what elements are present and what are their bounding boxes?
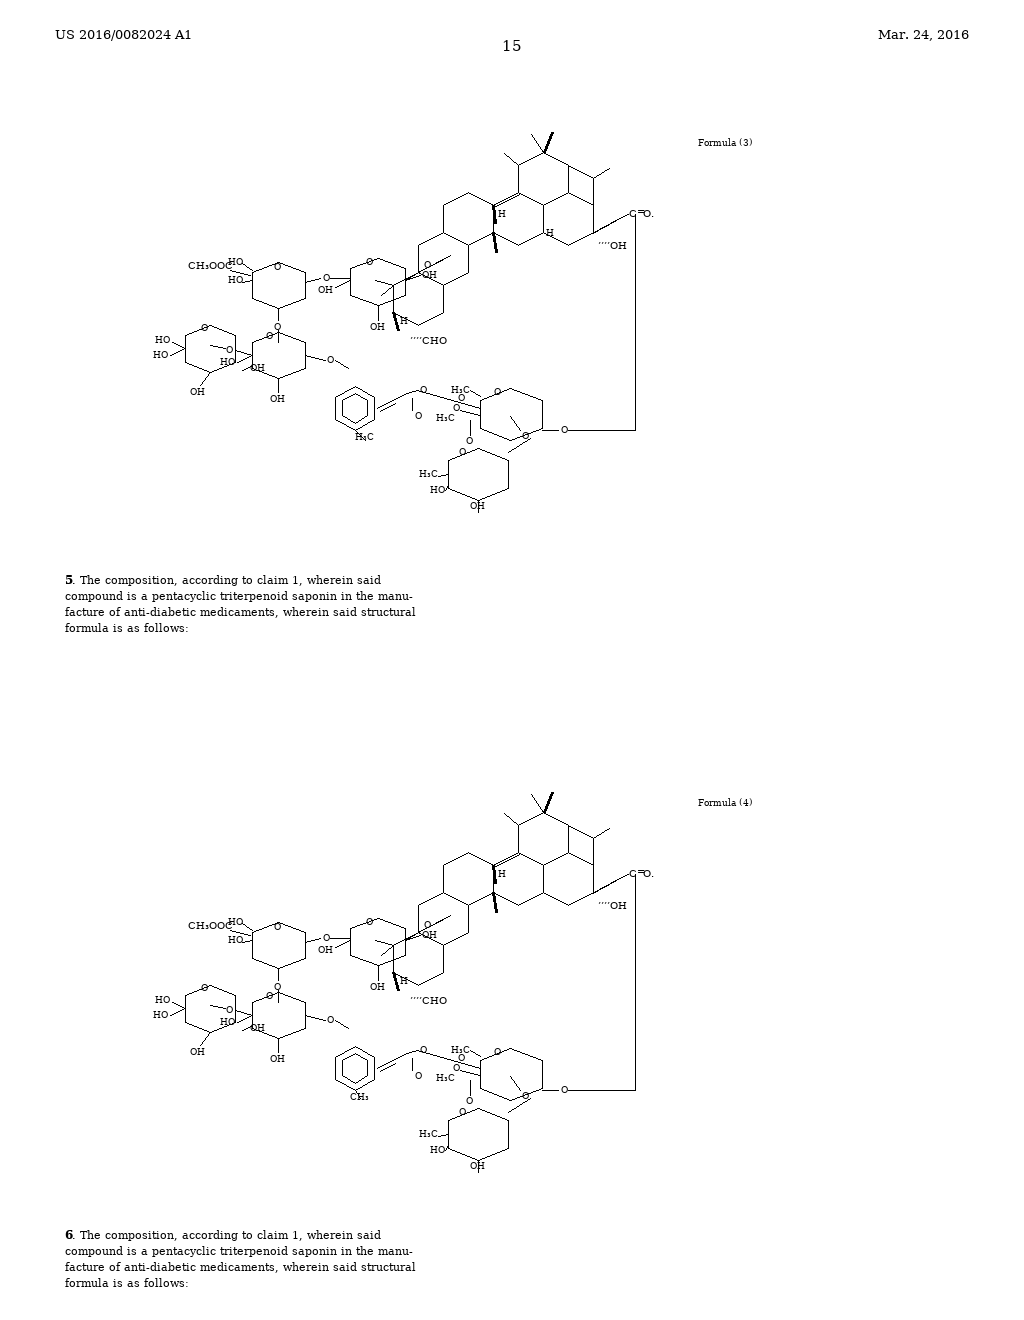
Text: Mar. 24, 2016: Mar. 24, 2016 <box>871 45 969 59</box>
Text: Formula (3): Formula (3) <box>698 140 765 150</box>
Text: 15: 15 <box>502 55 522 73</box>
Text: US 2016/0082024 A1: US 2016/0082024 A1 <box>55 45 205 59</box>
